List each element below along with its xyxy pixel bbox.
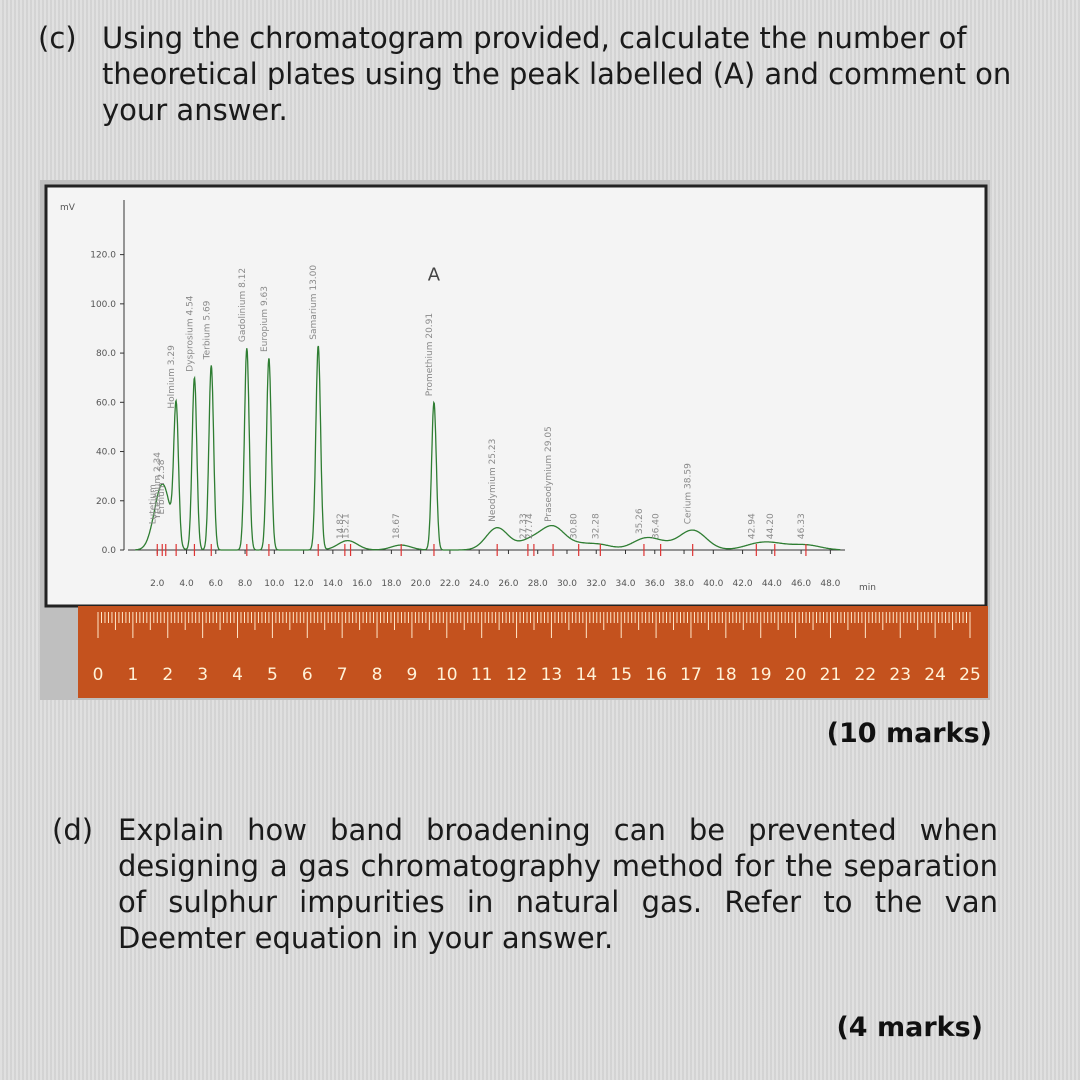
y-tick-label: 100.0 xyxy=(90,300,116,310)
ruler-label: 16 xyxy=(645,665,667,685)
ruler-label: 11 xyxy=(471,665,493,685)
y-tick-label: 20.0 xyxy=(96,497,116,507)
ruler-label: 0 xyxy=(93,665,104,685)
question-c-marks: (10 marks) xyxy=(826,718,992,749)
ruler-label: 20 xyxy=(785,665,807,685)
ruler xyxy=(78,606,988,698)
peak-label: 32.28 xyxy=(591,513,601,539)
peak-a-marker: A xyxy=(428,264,441,285)
peak-label: 18.67 xyxy=(392,513,402,539)
peak-label: 46.33 xyxy=(797,513,807,539)
peak-label: Dysprosium 4.54 xyxy=(185,295,195,372)
peak-label: Lutetium xyxy=(148,484,158,524)
peak-label: Cerium 38.59 xyxy=(684,463,694,524)
ruler-label: 18 xyxy=(715,665,737,685)
x-tick-label: 2.0 xyxy=(150,579,165,589)
ruler-label: 10 xyxy=(436,665,458,685)
peak-label: Erbium 2.58 xyxy=(157,459,167,514)
y-tick-label: 60.0 xyxy=(96,398,116,408)
peak-label: Ytterbium 2.34 xyxy=(153,452,163,521)
ruler-label: 2 xyxy=(162,665,173,685)
x-tick-label: 36.0 xyxy=(645,579,665,589)
ruler-label: 6 xyxy=(302,665,313,685)
x-tick-label: 32.0 xyxy=(586,579,606,589)
peak-label: Terbium 5.69 xyxy=(202,300,212,360)
x-axis-label: min xyxy=(859,583,876,593)
peak-label: Holmium 3.29 xyxy=(167,345,177,409)
question-d-text: Explain how band broadening can be preve… xyxy=(118,813,998,955)
question-d-marks: (4 marks) xyxy=(836,1012,983,1043)
x-tick-label: 12.0 xyxy=(294,579,314,589)
ruler-label: 12 xyxy=(506,665,528,685)
y-axis-label: mV xyxy=(60,203,76,213)
ruler-label: 25 xyxy=(959,665,981,685)
x-tick-label: 4.0 xyxy=(179,579,194,589)
ruler-label: 15 xyxy=(610,665,632,685)
ruler-label: 7 xyxy=(337,665,348,685)
ruler-label: 24 xyxy=(924,665,946,685)
ruler-label: 8 xyxy=(372,665,383,685)
question-d-label: (d) xyxy=(52,813,94,847)
x-tick-label: 24.0 xyxy=(469,579,489,589)
peak-label: Praseodymium 29.05 xyxy=(544,426,554,522)
peak-label: Europium 9.63 xyxy=(260,286,270,352)
x-tick-label: 20.0 xyxy=(411,579,431,589)
chart-panel xyxy=(44,184,988,608)
peak-label: 36.40 xyxy=(652,513,662,539)
peak-label: 44.20 xyxy=(766,513,776,539)
ruler-label: 3 xyxy=(197,665,208,685)
ruler-label: 22 xyxy=(855,665,877,685)
x-tick-label: 10.0 xyxy=(264,579,284,589)
x-tick-label: 18.0 xyxy=(381,579,401,589)
signal-trace xyxy=(135,345,841,551)
x-tick-label: 38.0 xyxy=(674,579,694,589)
x-tick-label: 26.0 xyxy=(498,579,518,589)
question-c-text: Using the chromatogram provided, calcula… xyxy=(102,21,1012,127)
ruler-label: 23 xyxy=(889,665,911,685)
peak-label: Gadolinium 8.12 xyxy=(238,268,248,342)
ruler-label: 5 xyxy=(267,665,278,685)
x-tick-label: 46.0 xyxy=(791,579,811,589)
peak-label: 15.21 xyxy=(342,513,352,539)
ruler-label: 9 xyxy=(407,665,418,685)
peak-label: Promethium 20.91 xyxy=(425,313,435,396)
chromatogram-figure: mV 0.0 20.0 40.0 60.0 80.0 100.0 120.0 2.0 4.0 6.0… xyxy=(40,180,990,700)
x-tick-label: 22.0 xyxy=(440,579,460,589)
x-tick-label: 8.0 xyxy=(238,579,253,589)
ruler-label: 19 xyxy=(750,665,772,685)
question-c-label: (c) xyxy=(38,21,77,55)
peak-label: 35.26 xyxy=(635,508,645,534)
peak-label: 14.82 xyxy=(336,513,346,539)
x-tick-label: 28.0 xyxy=(528,579,548,589)
peak-label: Neodymium 25.23 xyxy=(488,439,498,522)
y-tick-label: 40.0 xyxy=(96,448,116,458)
ruler-label: 13 xyxy=(541,665,563,685)
x-tick-label: 42.0 xyxy=(733,579,753,589)
ruler-label: 17 xyxy=(680,665,702,685)
x-tick-label: 48.0 xyxy=(820,579,840,589)
x-tick-label: 16.0 xyxy=(352,579,372,589)
ruler-label: 4 xyxy=(232,665,243,685)
x-tick-label: 44.0 xyxy=(762,579,782,589)
ruler-label: 21 xyxy=(820,665,842,685)
x-tick-label: 40.0 xyxy=(703,579,723,589)
x-tick-label: 34.0 xyxy=(615,579,635,589)
ruler-label: 1 xyxy=(127,665,138,685)
y-tick-label: 0.0 xyxy=(102,546,117,556)
peak-label: Samarium 13.00 xyxy=(309,265,319,340)
y-tick-label: 120.0 xyxy=(90,251,116,261)
x-tick-label: 30.0 xyxy=(557,579,577,589)
x-tick-label: 6.0 xyxy=(209,579,224,589)
x-tick-label: 14.0 xyxy=(323,579,343,589)
ruler-label: 14 xyxy=(575,665,597,685)
peak-label: 27.74 xyxy=(525,513,535,539)
y-tick-label: 80.0 xyxy=(96,349,116,359)
peak-label: 30.80 xyxy=(570,513,580,539)
peak-label: 27.33 xyxy=(519,513,529,539)
peak-label: 42.94 xyxy=(747,513,757,539)
